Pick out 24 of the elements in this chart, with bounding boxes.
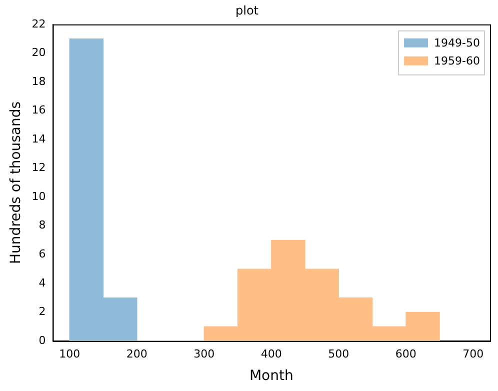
x-tick-label: 500 [328, 347, 350, 360]
chart-title: plot [236, 3, 259, 18]
legend-label: 1959-60 [434, 54, 480, 68]
x-tick-label: 600 [395, 347, 416, 360]
y-axis-title: Hundreds of thousands [8, 101, 24, 264]
y-tick-label: 8 [38, 218, 46, 232]
x-tick-label: 200 [126, 347, 148, 360]
y-tick-label: 22 [32, 17, 46, 30]
x-tick-label: 100 [59, 347, 80, 360]
legend-label: 1949-50 [434, 36, 480, 50]
x-tick-label: 700 [462, 347, 484, 360]
y-tick-label: 20 [32, 46, 46, 60]
y-tick-label: 4 [38, 276, 46, 290]
y-tick-label: 6 [38, 248, 46, 261]
x-tick-label: 300 [194, 347, 215, 360]
y-tick-label: 14 [32, 132, 46, 146]
y-tick-label: 10 [32, 190, 46, 203]
y-tick-label: 2 [38, 305, 46, 318]
x-axis-title: Month [249, 368, 294, 384]
x-tick-label: 400 [260, 347, 282, 360]
y-tick-label: 12 [32, 161, 46, 174]
y-tick-label: 16 [32, 104, 46, 117]
y-tick-label: 18 [32, 74, 46, 88]
y-tick-label: 0 [38, 334, 46, 347]
